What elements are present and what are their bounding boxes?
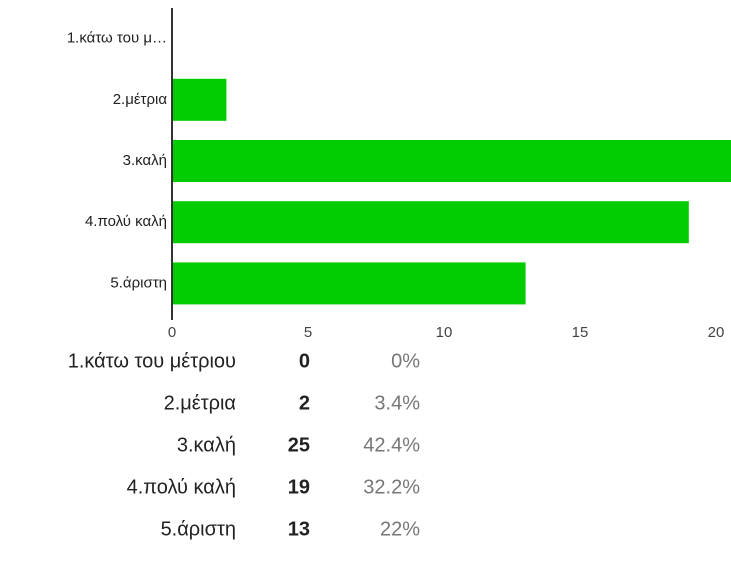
y-tick-label: 5.άριστη (110, 274, 167, 291)
y-tick-label: 4.πολύ καλή (85, 213, 167, 230)
x-tick-label: 20 (708, 324, 725, 341)
row-count: 25 (288, 434, 310, 456)
bar (172, 78, 227, 121)
row-label: 5.άριστη (161, 518, 236, 540)
bar (172, 140, 731, 182)
y-tick-label: 2.μέτρια (113, 91, 168, 108)
row-percent: 3.4% (374, 392, 420, 414)
x-tick-label: 10 (436, 324, 453, 341)
row-percent: 22% (380, 518, 420, 540)
bar (172, 262, 526, 305)
row-percent: 0% (391, 350, 420, 372)
row-label: 4.πολύ καλή (127, 476, 236, 498)
x-tick-label: 5 (304, 324, 312, 341)
bar (172, 201, 689, 244)
x-tick-label: 0 (168, 324, 176, 341)
row-label: 2.μέτρια (164, 392, 236, 414)
row-label: 1.κάτω του μέτριου (68, 350, 236, 372)
row-count: 19 (288, 476, 310, 498)
row-percent: 42.4% (363, 434, 420, 456)
row-count: 0 (299, 350, 310, 372)
row-label: 3.καλή (177, 434, 236, 456)
x-tick-label: 15 (572, 324, 589, 341)
row-percent: 32.2% (363, 476, 420, 498)
row-count: 2 (299, 392, 310, 414)
y-tick-label: 3.καλή (123, 152, 167, 169)
chart: 1.κάτω του μ… 2.μέτρια 3.καλή 4.πολύ καλή 5.… (66, 8, 731, 341)
y-tick-label: 1.κάτω του μ… (67, 30, 167, 47)
row-count: 13 (288, 518, 310, 540)
